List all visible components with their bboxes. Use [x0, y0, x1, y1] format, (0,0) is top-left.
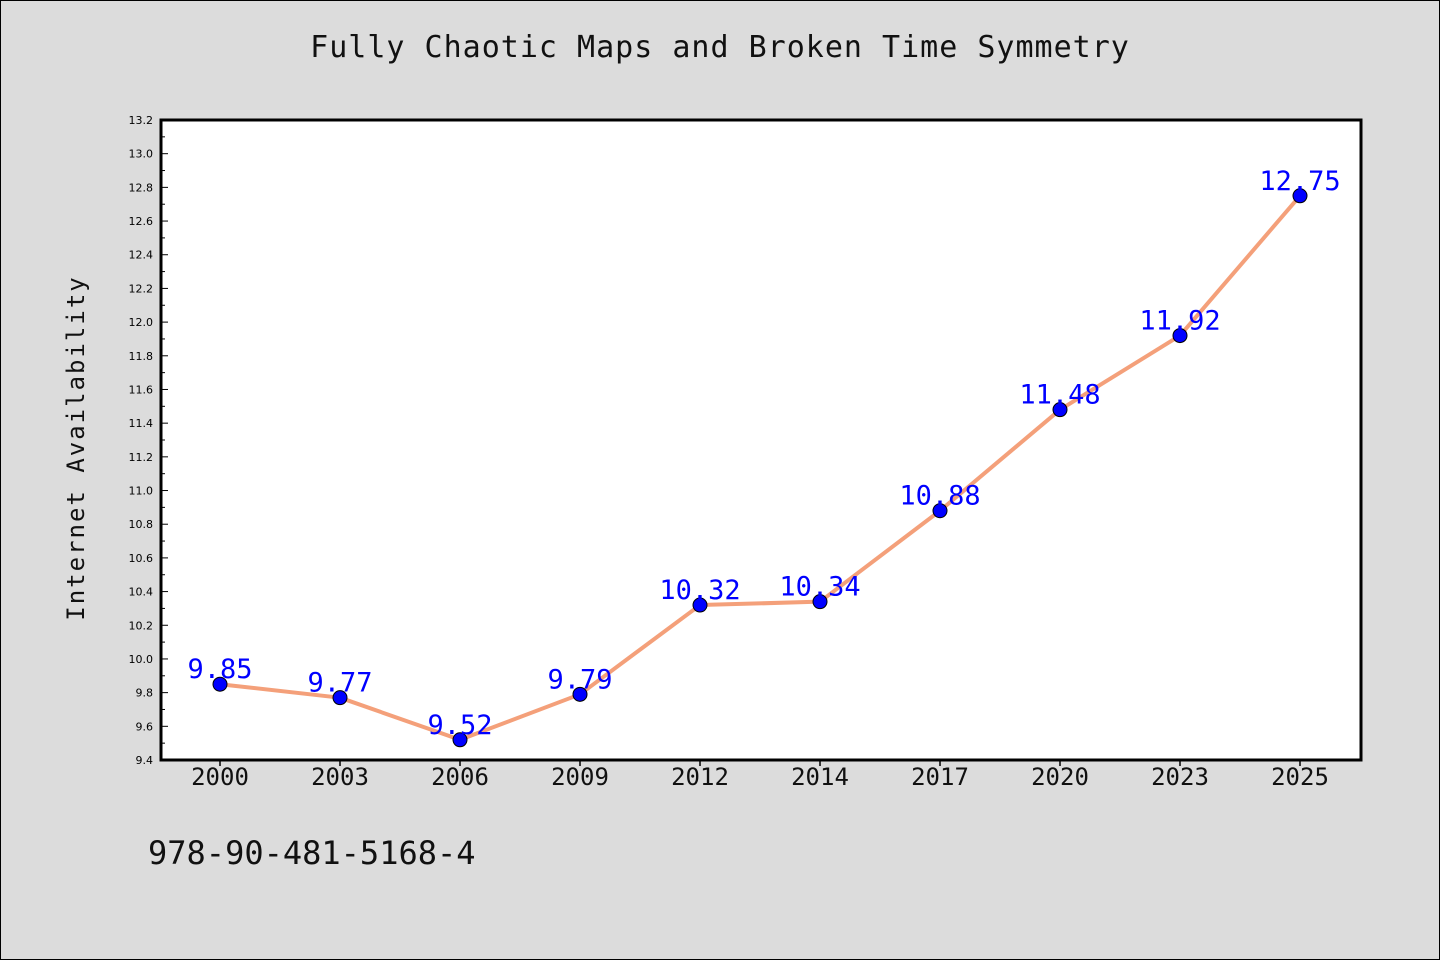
- y-tick-label: 12.4: [129, 249, 154, 262]
- data-point: [812, 594, 828, 610]
- series-lines: [219, 194, 1302, 742]
- y-tick-label: 11.6: [129, 383, 154, 396]
- data-point: [1172, 328, 1188, 344]
- y-tick-label: 12.2: [129, 282, 154, 295]
- y-tick-label: 9.6: [136, 720, 154, 733]
- data-point: [1292, 188, 1308, 204]
- data-point: [1052, 402, 1068, 418]
- data-label: 12.75: [1259, 166, 1340, 197]
- x-tick-label: 2000: [191, 763, 249, 791]
- data-point: [692, 597, 708, 613]
- data-label: 10.88: [899, 481, 980, 512]
- data-point: [212, 676, 228, 692]
- y-tick-label: 10.0: [129, 653, 154, 666]
- y-tick-label: 11.8: [129, 350, 154, 363]
- y-tick-label: 11.0: [129, 485, 154, 498]
- y-tick-label: 12.0: [129, 316, 154, 329]
- x-tick-label: 2012: [671, 763, 729, 791]
- footer-isbn: 978-90-481-5168-4: [148, 834, 476, 872]
- data-point: [572, 686, 588, 702]
- x-axis-ticks: 2000 2003 2006 2009 2012 2014 2017 2020 2023 2025: [191, 760, 1329, 791]
- y-tick-label: 10.8: [129, 518, 154, 531]
- y-tick-label: 10.6: [129, 552, 154, 565]
- x-tick-label: 2003: [311, 763, 369, 791]
- y-tick-label: 11.2: [129, 451, 154, 464]
- x-tick-label: 2006: [431, 763, 489, 791]
- data-point: [332, 690, 348, 706]
- x-tick-label: 2014: [791, 763, 849, 791]
- y-tick-label: 9.8: [136, 687, 154, 700]
- y-tick-label: 10.4: [129, 586, 154, 599]
- data-point: [932, 503, 948, 519]
- x-tick-label: 2020: [1031, 763, 1089, 791]
- data-point: [452, 732, 468, 748]
- x-tick-label: 2023: [1151, 763, 1209, 791]
- y-tick-label: 11.4: [129, 417, 154, 430]
- series-line: [219, 194, 1302, 742]
- data-label: 11.48: [1019, 380, 1100, 411]
- y-tick-label: 9.4: [136, 754, 154, 767]
- data-markers: [212, 188, 1308, 748]
- chart-title: Fully Chaotic Maps and Broken Time Symme…: [310, 30, 1130, 65]
- data-label: 9.52: [427, 710, 492, 741]
- data-labels: 9.85 9.77 9.52 9.79 10.32 10.34 10.88 11.48 11.9…: [187, 166, 1340, 741]
- y-tick-label: 10.2: [129, 619, 154, 632]
- data-label: 9.79: [547, 664, 612, 695]
- data-label: 9.85: [187, 654, 252, 685]
- y-tick-label: 12.6: [129, 215, 154, 228]
- x-tick-label: 2025: [1271, 763, 1329, 791]
- y-tick-label: 13.0: [129, 148, 154, 161]
- y-axis-ticks: 9.4 9.6 9.8 10.0 10.2 10.4 10.6 10.8 11.0 11.2 11.…: [129, 114, 168, 767]
- data-label: 10.32: [659, 575, 740, 606]
- data-label: 9.77: [307, 668, 372, 699]
- plot-area: [159, 118, 1363, 762]
- data-label: 10.34: [779, 572, 860, 603]
- data-label: 11.92: [1139, 306, 1220, 337]
- x-tick-label: 2009: [551, 763, 609, 791]
- y-tick-label: 12.8: [129, 181, 154, 194]
- y-tick-label: 13.2: [129, 114, 154, 127]
- x-tick-label: 2017: [911, 763, 969, 791]
